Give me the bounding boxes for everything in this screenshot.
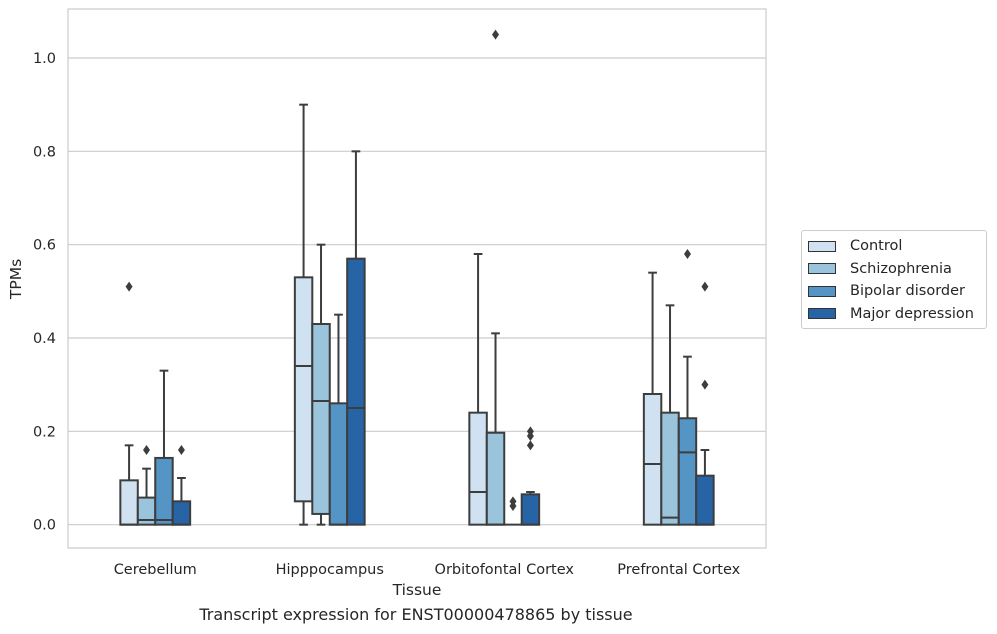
box-iqr — [520, 493, 541, 526]
legend: Control Schizophrenia Bipolar disorder Majo… — [801, 230, 987, 329]
box-control — [119, 281, 139, 526]
legend-label: Major depression — [850, 305, 974, 322]
box-iqr — [642, 393, 663, 526]
legend-item: Major depression — [802, 303, 986, 326]
x-tick-label: Orbitofontal Cortex — [435, 562, 575, 578]
outlier-point — [177, 445, 185, 455]
outlier-point — [125, 281, 133, 292]
outlier-point — [143, 445, 151, 455]
box-schizophrenia — [660, 304, 680, 526]
box-schizophrenia — [311, 243, 331, 526]
box-major-depression — [695, 281, 715, 526]
outlier-point — [526, 426, 534, 437]
box-bipolar-disorder — [154, 369, 174, 526]
box-iqr — [695, 474, 715, 526]
outlier-point — [701, 379, 709, 390]
outlier-point — [683, 249, 691, 259]
x-tick-label: Cerebellum — [114, 562, 197, 578]
legend-swatch — [808, 308, 836, 320]
legend-item: Control — [802, 235, 986, 258]
box-iqr — [346, 257, 366, 526]
box-schizophrenia — [485, 29, 506, 526]
box-iqr — [293, 276, 314, 503]
box-major-depression — [346, 150, 366, 526]
legend-label: Bipolar disorder — [850, 283, 965, 300]
box-schizophrenia — [136, 445, 157, 526]
figure-caption: Transcript expression for ENST0000047886… — [199, 605, 633, 624]
box-layer — [119, 29, 715, 526]
y-tick-label: 1.0 — [33, 51, 56, 67]
legend-swatch — [808, 285, 836, 297]
box-bipolar-disorder — [328, 313, 349, 526]
x-tick-label: Prefrontal Cortex — [617, 562, 740, 578]
box-iqr — [311, 323, 331, 515]
box-control — [293, 103, 314, 526]
box-bipolar-disorder — [504, 496, 522, 526]
legend-label: Schizophrenia — [850, 260, 952, 277]
y-tick-label: 0.6 — [33, 238, 56, 254]
legend-swatch — [808, 263, 836, 275]
x-axis-label: Tissue — [392, 581, 442, 599]
box-control — [468, 253, 488, 526]
y-tick-label: 0.8 — [33, 144, 56, 160]
legend-swatch — [808, 240, 836, 252]
box-major-depression — [171, 445, 192, 526]
outlier-point — [701, 281, 709, 292]
outlier-point — [509, 496, 517, 507]
box-major-depression — [520, 426, 541, 526]
outlier-point — [526, 440, 534, 451]
box-iqr — [171, 500, 192, 526]
box-iqr — [328, 402, 349, 526]
legend-item: Bipolar disorder — [802, 280, 986, 303]
y-axis-label: TPMs — [7, 259, 25, 300]
box-iqr — [154, 456, 174, 526]
box-control — [642, 271, 663, 526]
box-iqr — [119, 479, 139, 526]
plot-frame — [67, 8, 767, 549]
box-iqr — [485, 431, 506, 526]
tick-labels: 0.0 0.2 0.4 0.6 0.8 1.0 Cerebellum Hipppocampus… — [33, 51, 741, 578]
legend-label: Control — [850, 238, 903, 255]
x-tick-label: Hipppocampus — [276, 562, 384, 578]
box-iqr — [677, 417, 698, 526]
y-tick-label: 0.0 — [33, 518, 56, 534]
box-iqr — [660, 411, 680, 526]
legend-item: Schizophrenia — [802, 258, 986, 281]
outlier-point — [492, 29, 500, 40]
y-tick-label: 0.4 — [33, 331, 56, 347]
box-bipolar-disorder — [677, 249, 698, 526]
y-tick-label: 0.2 — [33, 424, 56, 440]
box-iqr — [468, 411, 488, 526]
